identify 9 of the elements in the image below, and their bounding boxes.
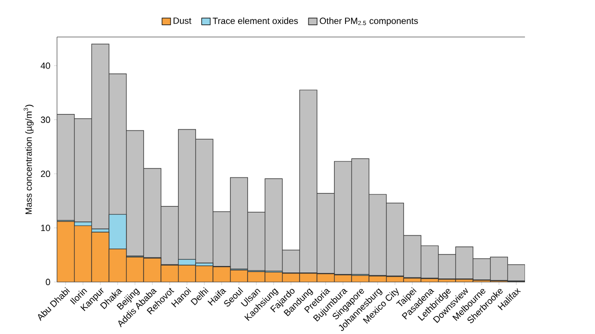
legend-label: Trace element oxides <box>212 17 298 24</box>
y-axis-title: Mass concentration (µg/m$^{3}$) <box>24 104 34 214</box>
y-tick-label: 10 <box>41 224 50 232</box>
legend-label: Other PM$_{2.5}$ components <box>320 17 418 26</box>
legend-label: Dust <box>174 18 192 24</box>
y-tick-label: 20 <box>40 170 50 178</box>
y-tick-label: 30 <box>40 116 50 123</box>
y-tick-label: 0 <box>46 278 50 286</box>
y-tick-label: 40 <box>40 62 50 69</box>
